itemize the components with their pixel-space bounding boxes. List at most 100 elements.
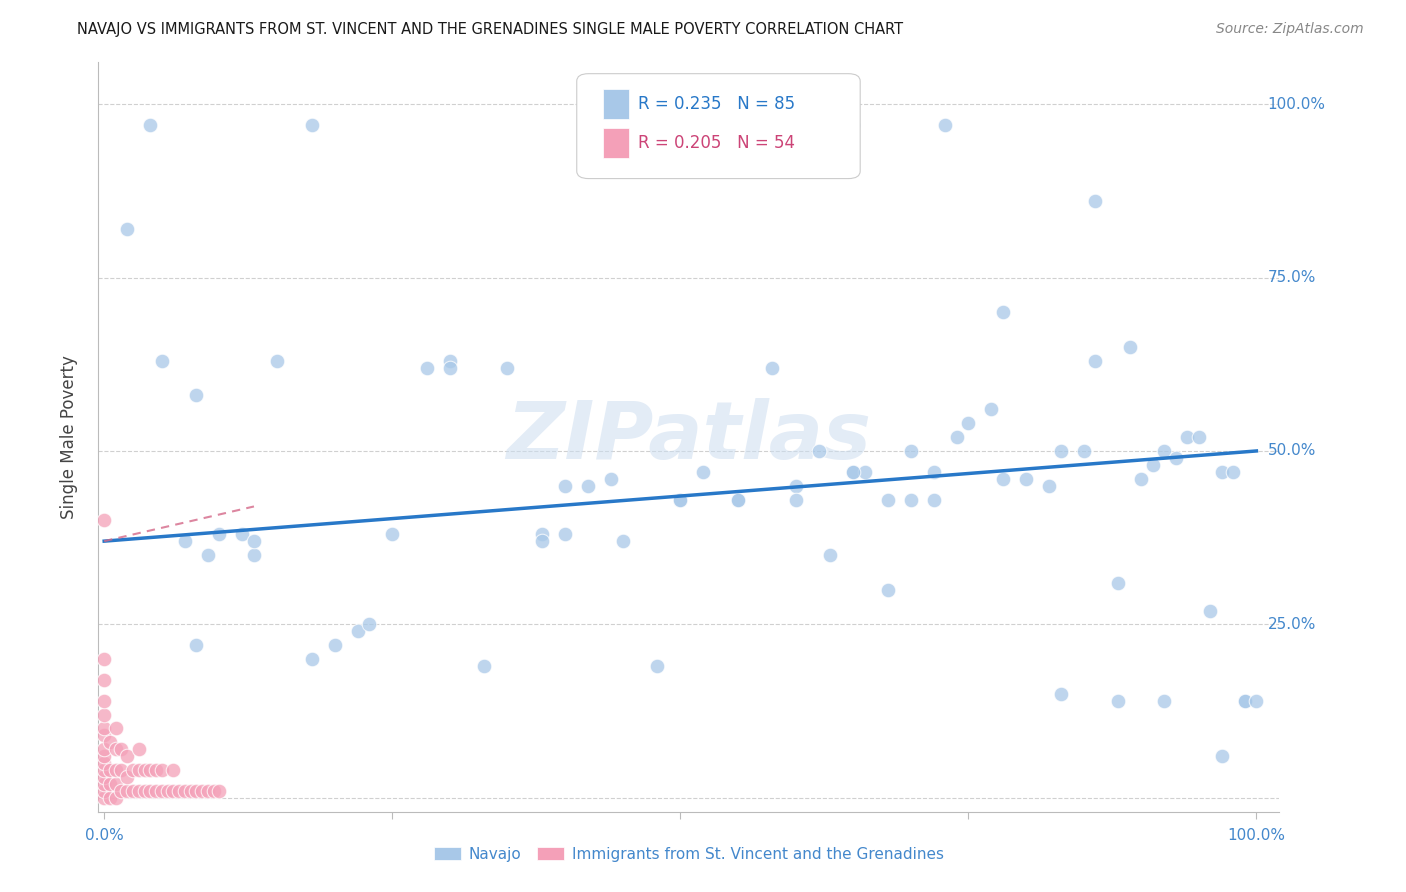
Point bbox=[692, 465, 714, 479]
Point bbox=[93, 763, 115, 777]
Point bbox=[1038, 478, 1060, 492]
Point bbox=[612, 534, 634, 549]
Point bbox=[991, 305, 1014, 319]
Point bbox=[900, 492, 922, 507]
Point bbox=[150, 763, 173, 777]
Point bbox=[197, 784, 219, 798]
Point bbox=[93, 513, 115, 527]
Point bbox=[359, 617, 381, 632]
Point bbox=[416, 360, 439, 375]
Point bbox=[104, 790, 127, 805]
Point bbox=[243, 548, 266, 562]
Point bbox=[162, 763, 184, 777]
Point bbox=[900, 444, 922, 458]
Point bbox=[115, 784, 138, 798]
Point bbox=[785, 492, 807, 507]
Point bbox=[727, 492, 749, 507]
Point bbox=[93, 652, 115, 666]
Text: 100.0%: 100.0% bbox=[1268, 96, 1326, 112]
Text: ZIPatlas: ZIPatlas bbox=[506, 398, 872, 476]
Point bbox=[1049, 444, 1071, 458]
Point bbox=[1233, 694, 1256, 708]
Point bbox=[134, 784, 156, 798]
Text: 100.0%: 100.0% bbox=[1227, 829, 1285, 844]
Point bbox=[145, 763, 167, 777]
Point bbox=[934, 118, 956, 132]
Point bbox=[110, 763, 132, 777]
Point bbox=[612, 118, 634, 132]
Point bbox=[156, 784, 179, 798]
Point bbox=[180, 784, 202, 798]
Point bbox=[1222, 465, 1244, 479]
Point bbox=[93, 790, 115, 805]
Point bbox=[531, 527, 554, 541]
Point bbox=[761, 360, 783, 375]
Text: 0.0%: 0.0% bbox=[84, 829, 124, 844]
Point bbox=[554, 478, 576, 492]
Point bbox=[231, 527, 253, 541]
Point bbox=[1246, 694, 1268, 708]
Point bbox=[186, 388, 208, 402]
Point bbox=[727, 492, 749, 507]
Point bbox=[1153, 694, 1175, 708]
Text: NAVAJO VS IMMIGRANTS FROM ST. VINCENT AND THE GRENADINES SINGLE MALE POVERTY COR: NAVAJO VS IMMIGRANTS FROM ST. VINCENT AN… bbox=[77, 22, 904, 37]
Point bbox=[439, 360, 461, 375]
Point bbox=[93, 777, 115, 791]
Point bbox=[115, 749, 138, 764]
Text: 50.0%: 50.0% bbox=[1268, 443, 1316, 458]
Point bbox=[1153, 444, 1175, 458]
Point bbox=[1049, 687, 1071, 701]
Point bbox=[93, 770, 115, 784]
Point bbox=[208, 784, 231, 798]
Point bbox=[186, 638, 208, 652]
Point bbox=[122, 784, 145, 798]
Point bbox=[93, 784, 115, 798]
Point bbox=[115, 222, 138, 236]
Point bbox=[600, 472, 623, 486]
Point bbox=[110, 784, 132, 798]
Bar bbox=[603, 88, 628, 119]
Point bbox=[104, 722, 127, 736]
Point bbox=[173, 784, 195, 798]
Point bbox=[1107, 575, 1129, 590]
Point bbox=[1084, 194, 1107, 209]
Point bbox=[139, 118, 162, 132]
Point bbox=[134, 763, 156, 777]
Point bbox=[576, 478, 599, 492]
Point bbox=[980, 402, 1002, 417]
Point bbox=[842, 118, 865, 132]
Point bbox=[474, 659, 496, 673]
Point bbox=[669, 492, 692, 507]
Point bbox=[922, 465, 945, 479]
Point bbox=[150, 353, 173, 368]
Point bbox=[301, 652, 323, 666]
Point bbox=[1188, 430, 1211, 444]
Point bbox=[669, 492, 692, 507]
Text: 75.0%: 75.0% bbox=[1268, 270, 1316, 285]
Point bbox=[93, 694, 115, 708]
Point bbox=[104, 763, 127, 777]
Legend: Navajo, Immigrants from St. Vincent and the Grenadines: Navajo, Immigrants from St. Vincent and … bbox=[427, 840, 950, 868]
Point bbox=[173, 534, 195, 549]
Point bbox=[496, 360, 519, 375]
Point bbox=[1084, 353, 1107, 368]
Point bbox=[243, 534, 266, 549]
Point bbox=[191, 784, 214, 798]
Point bbox=[128, 784, 150, 798]
Point bbox=[1073, 444, 1095, 458]
Point bbox=[1175, 430, 1198, 444]
Point bbox=[785, 478, 807, 492]
FancyBboxPatch shape bbox=[576, 74, 860, 178]
Point bbox=[1211, 749, 1233, 764]
Point bbox=[991, 472, 1014, 486]
Point bbox=[818, 548, 841, 562]
Point bbox=[93, 742, 115, 756]
Y-axis label: Single Male Poverty: Single Male Poverty bbox=[59, 355, 77, 519]
Point bbox=[104, 777, 127, 791]
Point bbox=[346, 624, 368, 639]
Point bbox=[381, 527, 404, 541]
Point bbox=[93, 749, 115, 764]
Point bbox=[167, 784, 190, 798]
Point bbox=[807, 444, 830, 458]
Point bbox=[1118, 340, 1140, 354]
